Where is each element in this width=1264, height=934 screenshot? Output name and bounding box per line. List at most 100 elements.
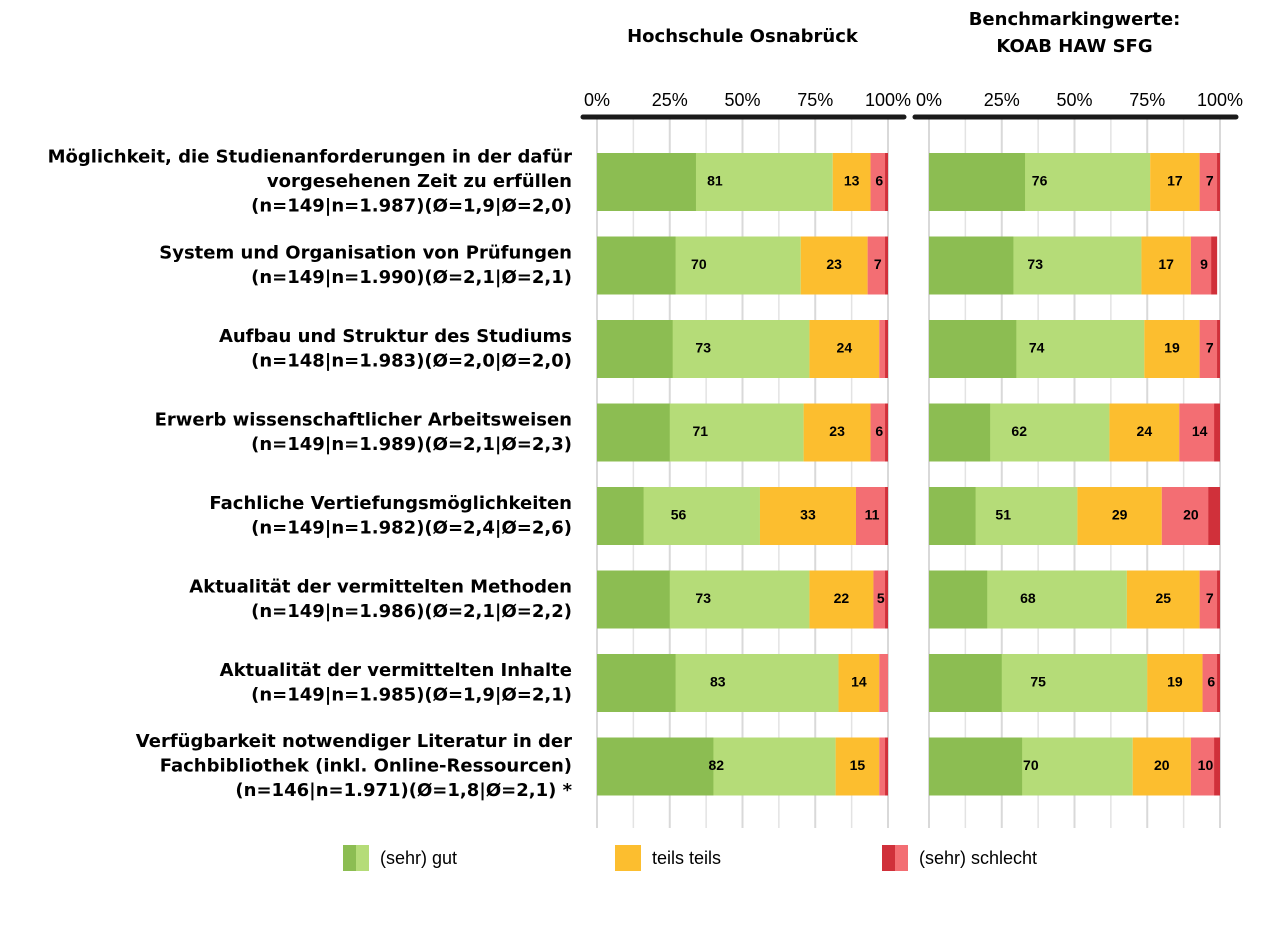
legend-label: teils teils [652,848,721,868]
bar-segment [1132,737,1191,796]
bar-segment [832,153,871,211]
value-label: 19 [1167,674,1183,690]
bar-subsegment [929,236,1014,295]
value-label: 56 [671,507,687,523]
bar-segment [803,403,871,462]
value-label: 13 [844,173,860,189]
value-label: 81 [707,173,723,189]
bar-segment [855,487,888,545]
bar-subsegment [597,153,696,211]
bar-segment [1202,654,1220,712]
category-label: Aktualität der vermittelten Methoden [189,576,572,597]
legend-label: (sehr) gut [380,848,457,868]
panel-title: Hochschule Osnabrück [627,26,859,47]
x-tick-label: 75% [797,90,833,110]
value-label: 17 [1167,173,1183,189]
value-label: 75 [1030,674,1046,690]
bar-segment [1179,403,1220,462]
value-label: 73 [1027,256,1043,272]
bar-segment [1144,320,1200,378]
value-label: 14 [851,674,867,690]
category-label: Erwerb wissenschaftlicher Arbeitsweisen [155,409,572,430]
bar-subsegment [597,737,714,796]
value-label: 73 [695,340,711,356]
x-tick-label: 0% [584,90,610,110]
category-label: Möglichkeit, die Studienanforderungen in… [48,147,573,168]
bar-segment [870,153,888,211]
bar-subsegment [929,487,976,545]
category-label: (n=149|n=1.989)(Ø=2,1|Ø=2,3) [251,434,572,455]
value-label: 7 [1206,173,1214,189]
bar-segment [1199,320,1220,378]
category-label: Aktualität der vermittelten Inhalte [220,660,572,681]
category-label: Aufbau und Struktur des Studiums [219,326,572,347]
bar-segment [835,737,880,796]
bar-subsegment [1211,236,1218,295]
category-label: (n=149|n=1.986)(Ø=2,1|Ø=2,2) [251,601,572,622]
bar-segment [1126,570,1200,629]
value-label: 20 [1154,757,1170,773]
bar-subsegment [885,737,888,796]
bar-subsegment [1214,737,1220,796]
bar-subsegment [929,403,991,462]
x-tick-label: 75% [1129,90,1165,110]
value-label: 29 [1112,507,1128,523]
value-label: 83 [710,674,726,690]
bar-subsegment [597,487,644,545]
value-label: 73 [695,590,711,606]
value-label: 51 [995,507,1011,523]
value-label: 71 [693,423,709,439]
bar-subsegment [1217,570,1220,629]
bar-subsegment [1217,320,1220,378]
value-label: 10 [1198,757,1214,773]
bar-subsegment [929,737,1023,796]
value-label: 7 [1206,340,1214,356]
category-label: (n=148|n=1.983)(Ø=2,0|Ø=2,0) [251,350,572,371]
bar-subsegment [929,570,988,629]
value-label: 19 [1164,340,1180,356]
x-tick-label: 50% [1056,90,1092,110]
bar-segment [1147,654,1203,712]
bar-subsegment [885,153,888,211]
x-tick-label: 100% [1197,90,1243,110]
bar-segment [879,654,888,712]
bar-segment [1199,570,1220,629]
value-label: 6 [875,173,883,189]
bar-subsegment [1217,153,1220,211]
value-label: 74 [1029,340,1045,356]
value-label: 20 [1183,507,1199,523]
bar-subsegment [597,403,670,462]
value-label: 15 [850,757,866,773]
category-label: vorgesehenen Zeit zu erfüllen [267,171,572,192]
value-label: 82 [709,757,725,773]
bar-segment [879,737,888,796]
value-label: 6 [875,423,883,439]
bar-segment [838,654,880,712]
legend-swatch [615,845,641,871]
value-label: 14 [1192,423,1208,439]
bar-subsegment [885,320,888,378]
value-label: 62 [1011,423,1027,439]
bar-segment [1077,487,1162,545]
value-label: 6 [1207,674,1215,690]
bar-subsegment [1208,487,1220,545]
bar-subsegment [885,236,888,295]
bar-segment [1141,236,1191,295]
category-label: (n=149|n=1.982)(Ø=2,4|Ø=2,6) [251,517,572,538]
bar-subsegment [597,654,676,712]
value-label: 76 [1032,173,1048,189]
bar-subsegment [597,320,673,378]
bar-subsegment [885,403,888,462]
legend-swatch [895,845,908,871]
bar-segment [800,236,868,295]
category-label: Verfügbarkeit notwendiger Literatur in d… [136,731,572,752]
value-label: 23 [829,423,845,439]
legend-swatch [882,845,895,871]
value-label: 68 [1020,590,1036,606]
value-label: 24 [1137,423,1153,439]
bar-segment [1199,153,1220,211]
bar-subsegment [1214,403,1220,462]
panel-title: Benchmarkingwerte: [969,9,1181,30]
